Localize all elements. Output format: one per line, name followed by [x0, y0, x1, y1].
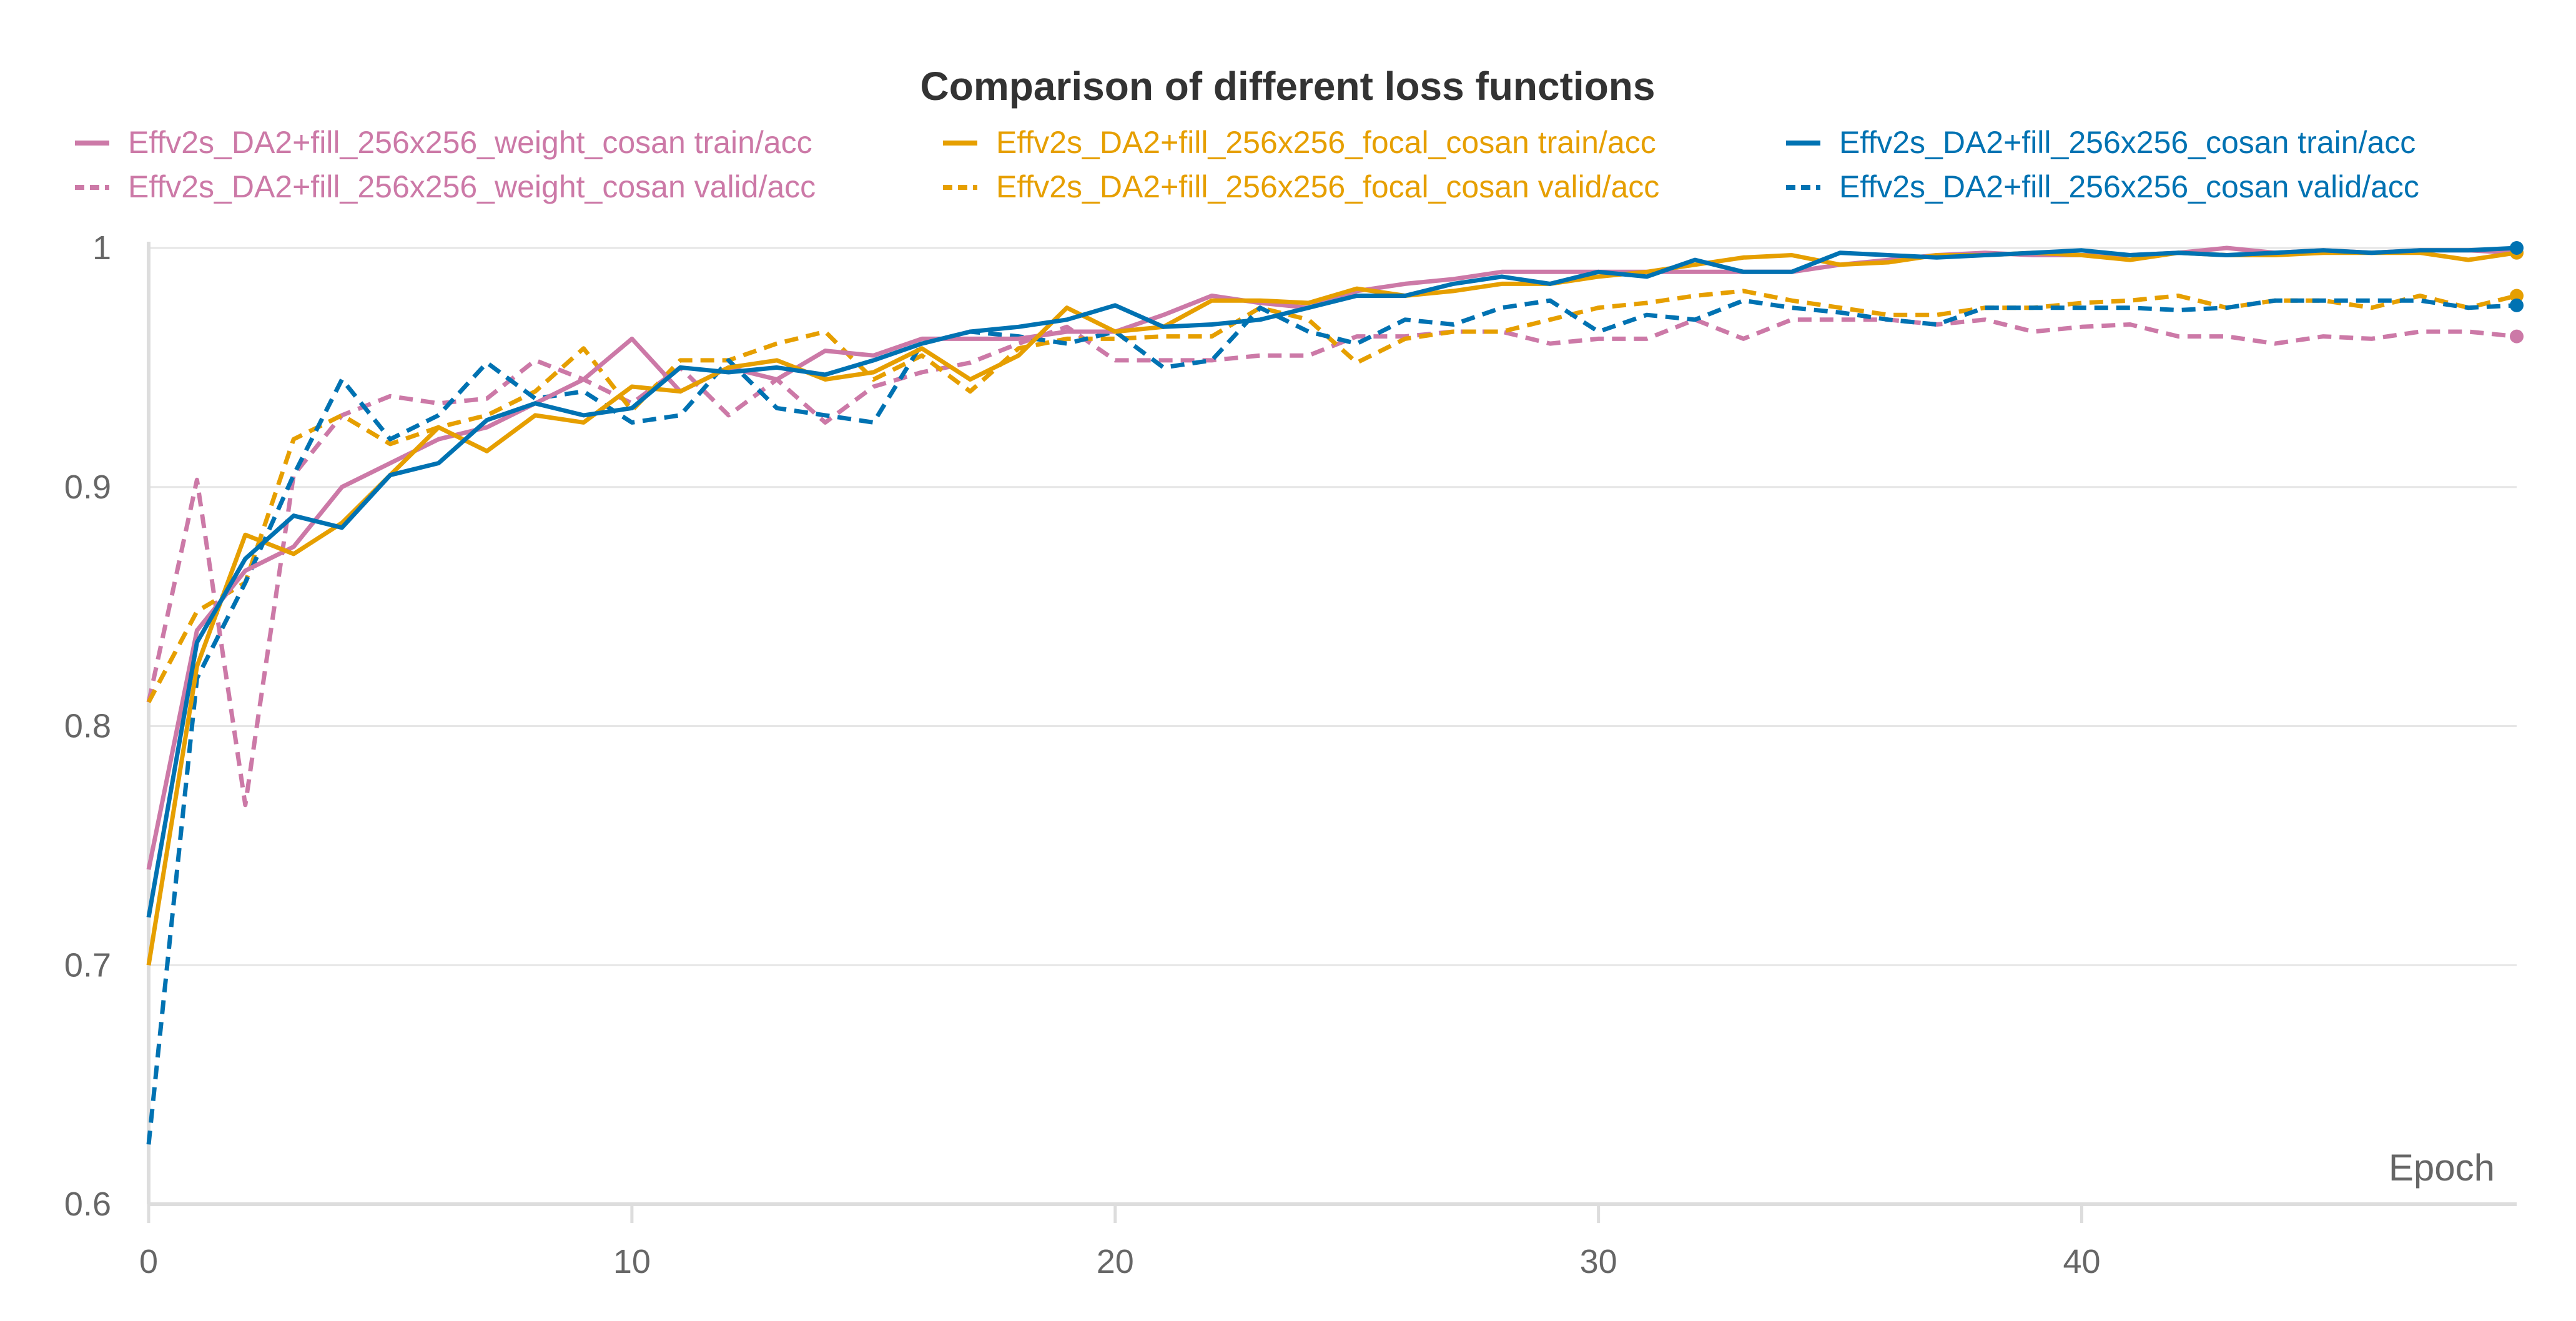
- series-end-point: [2510, 241, 2524, 255]
- legend-item[interactable]: Effv2s_DA2+fill_256x256_focal_cosan vali…: [943, 169, 1659, 204]
- x-tick-label: 40: [2063, 1243, 2100, 1280]
- series-line-valid[interactable]: [146, 289, 2517, 703]
- series-line-train[interactable]: [146, 250, 2517, 966]
- series-end-point: [2510, 298, 2524, 312]
- y-tick-label: 0.6: [64, 1185, 111, 1223]
- y-tick-label: 0.7: [64, 946, 111, 984]
- y-tick-label: 1: [92, 229, 111, 267]
- y-tick-label: 0.8: [64, 708, 111, 745]
- x-tick-label: 30: [1580, 1243, 1617, 1280]
- series-end-point: [2510, 289, 2524, 303]
- x-tick-label: 20: [1097, 1243, 1134, 1280]
- legend-label: Effv2s_DA2+fill_256x256_focal_cosan vali…: [996, 169, 1659, 204]
- series-line-valid[interactable]: [146, 298, 2517, 1145]
- legend-item[interactable]: Effv2s_DA2+fill_256x256_weight_cosan tra…: [75, 125, 812, 160]
- series-line-train[interactable]: [146, 245, 2517, 918]
- legend-item[interactable]: Effv2s_DA2+fill_256x256_cosan train/acc: [1786, 125, 2416, 160]
- chart-title: Comparison of different loss functions: [920, 64, 1656, 109]
- legend-label: Effv2s_DA2+fill_256x256_weight_cosan tra…: [128, 125, 812, 160]
- x-axis-title: Epoch: [2389, 1147, 2495, 1189]
- axes: 0.60.70.80.910 10 20 30 40: [64, 229, 2517, 1280]
- legend-label: Effv2s_DA2+fill_256x256_cosan valid/acc: [1839, 169, 2419, 204]
- legend-item[interactable]: Effv2s_DA2+fill_256x256_weight_cosan val…: [75, 169, 816, 204]
- series-line-valid[interactable]: [146, 317, 2517, 808]
- legend-item[interactable]: Effv2s_DA2+fill_256x256_focal_cosan trai…: [943, 125, 1656, 160]
- legend-label: Effv2s_DA2+fill_256x256_cosan train/acc: [1839, 125, 2416, 160]
- legend-label: Effv2s_DA2+fill_256x256_focal_cosan trai…: [996, 125, 1656, 160]
- series-lines: [146, 241, 2524, 1145]
- legend-item[interactable]: Effv2s_DA2+fill_256x256_cosan valid/acc: [1786, 169, 2419, 204]
- gridlines: [149, 247, 2517, 1205]
- series-end-point: [2510, 329, 2524, 344]
- legend[interactable]: Effv2s_DA2+fill_256x256_weight_cosan tra…: [75, 125, 2419, 204]
- y-tick-label: 0.9: [64, 468, 111, 506]
- x-tick-label: 10: [613, 1243, 651, 1280]
- legend-label: Effv2s_DA2+fill_256x256_weight_cosan val…: [128, 169, 816, 204]
- x-tick-label: 0: [139, 1243, 158, 1280]
